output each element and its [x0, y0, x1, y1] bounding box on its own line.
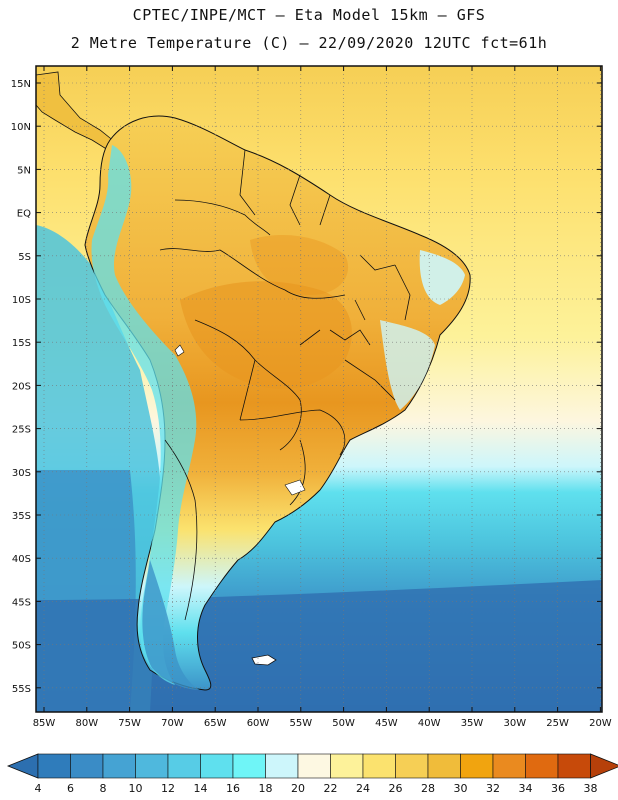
colorbar-swatch [102, 753, 136, 779]
lat-label: 15S [12, 338, 31, 349]
southern-ocean-band [36, 580, 602, 712]
colorbar-swatch [330, 753, 364, 779]
colorbar-swatch [167, 753, 201, 779]
lagoa-dos-patos [284, 479, 306, 496]
colorbar-swatch [200, 753, 234, 779]
lon-label: 40W [418, 718, 441, 729]
colorbar: 4 6 8 10 12 14 16 18 20 22 24 26 28 30 32 34 36 38 [6, 753, 618, 795]
colorbar-label: 4 [35, 782, 42, 795]
latitude-axis: 15N 10N 5N EQ 5S 10S 15S 20S 25S 30S 35S 40S 45S 50S 5… [11, 79, 602, 695]
patagonia-cold [142, 560, 200, 690]
lon-label: 65W [204, 718, 227, 729]
lon-label: 45W [375, 718, 398, 729]
colorbar-label: 26 [389, 782, 403, 795]
colorbar-label: 22 [324, 782, 338, 795]
lon-label: 25W [546, 718, 569, 729]
colorbar-label: 32 [486, 782, 500, 795]
lon-label: 30W [503, 718, 526, 729]
colorbar-label: 38 [584, 782, 598, 795]
longitude-axis: 85W 80W 75W 70W 65W 60W 55W 50W 45W 40W 35W 30W 25W 2… [33, 66, 612, 729]
lat-label: 55S [12, 684, 31, 695]
lat-label: 5S [18, 252, 31, 263]
colorbar-label: 30 [454, 782, 468, 795]
colorbar-swatch [362, 753, 396, 779]
colorbar-swatch [557, 753, 591, 779]
colorbar-swatch [492, 753, 526, 779]
colorbar-label: 6 [67, 782, 74, 795]
colorbar-label: 20 [291, 782, 305, 795]
map-field [36, 66, 602, 712]
colorbar-label: 10 [129, 782, 143, 795]
colorbar-swatch [70, 753, 104, 779]
lon-label: 20W [589, 718, 612, 729]
colorbar-label: 12 [161, 782, 175, 795]
lat-label: 20S [12, 381, 31, 392]
lat-label: 35S [12, 511, 31, 522]
lon-label: 35W [461, 718, 484, 729]
lon-label: 50W [332, 718, 355, 729]
lat-label: 15N [11, 79, 31, 90]
colorbar-label: 36 [551, 782, 565, 795]
colorbar-label: 24 [356, 782, 370, 795]
lat-label: 40S [12, 554, 31, 565]
lon-label: 70W [161, 718, 184, 729]
lat-label: 30S [12, 468, 31, 479]
colorbar-swatch [525, 753, 559, 779]
map-frame [35, 65, 603, 713]
interior-hot-core [180, 281, 352, 389]
colorbar-label: 34 [519, 782, 533, 795]
lat-label: 50S [12, 641, 31, 652]
amazon-warm-core [250, 235, 349, 295]
colorbar-swatch [297, 753, 331, 779]
lon-label: 85W [33, 718, 56, 729]
colorbar-swatch [37, 753, 71, 779]
colorbar-swatch [427, 753, 461, 779]
colorbar-label: 18 [259, 782, 273, 795]
lon-label: 60W [247, 718, 270, 729]
lake-titicaca [174, 344, 185, 357]
lat-label: 10S [12, 295, 31, 306]
colorbar-label: 16 [226, 782, 240, 795]
colorbar-swatch [135, 753, 169, 779]
colorbar-swatch [232, 753, 266, 779]
ne-brazil-cool [419, 250, 465, 305]
colorbar-arrow-low [6, 753, 39, 779]
lat-label: 25S [12, 425, 31, 436]
lat-label: EQ [17, 209, 31, 220]
lon-label: 80W [75, 718, 98, 729]
colorbar-swatch [265, 753, 299, 779]
map-title-line1: CPTEC/INPE/MCT – Eta Model 15km – GFS [132, 6, 486, 24]
se-brazil-cool [380, 320, 435, 410]
lat-label: 45S [12, 597, 31, 608]
colorbar-label: 28 [421, 782, 435, 795]
lon-label: 55W [289, 718, 312, 729]
colorbar-arrow-high [590, 753, 618, 779]
country-borders [159, 149, 411, 621]
andes-cold-strip [91, 145, 197, 685]
lat-label: 10N [11, 122, 31, 133]
map-title-line2: 2 Metre Temperature (C) – 22/09/2020 12U… [70, 34, 548, 52]
colorbar-label: 14 [194, 782, 208, 795]
colorbar-swatch [460, 753, 494, 779]
lat-label: 5N [17, 165, 31, 176]
lon-label: 75W [118, 718, 141, 729]
colorbar-label: 8 [100, 782, 107, 795]
colorbar-swatch [395, 753, 429, 779]
